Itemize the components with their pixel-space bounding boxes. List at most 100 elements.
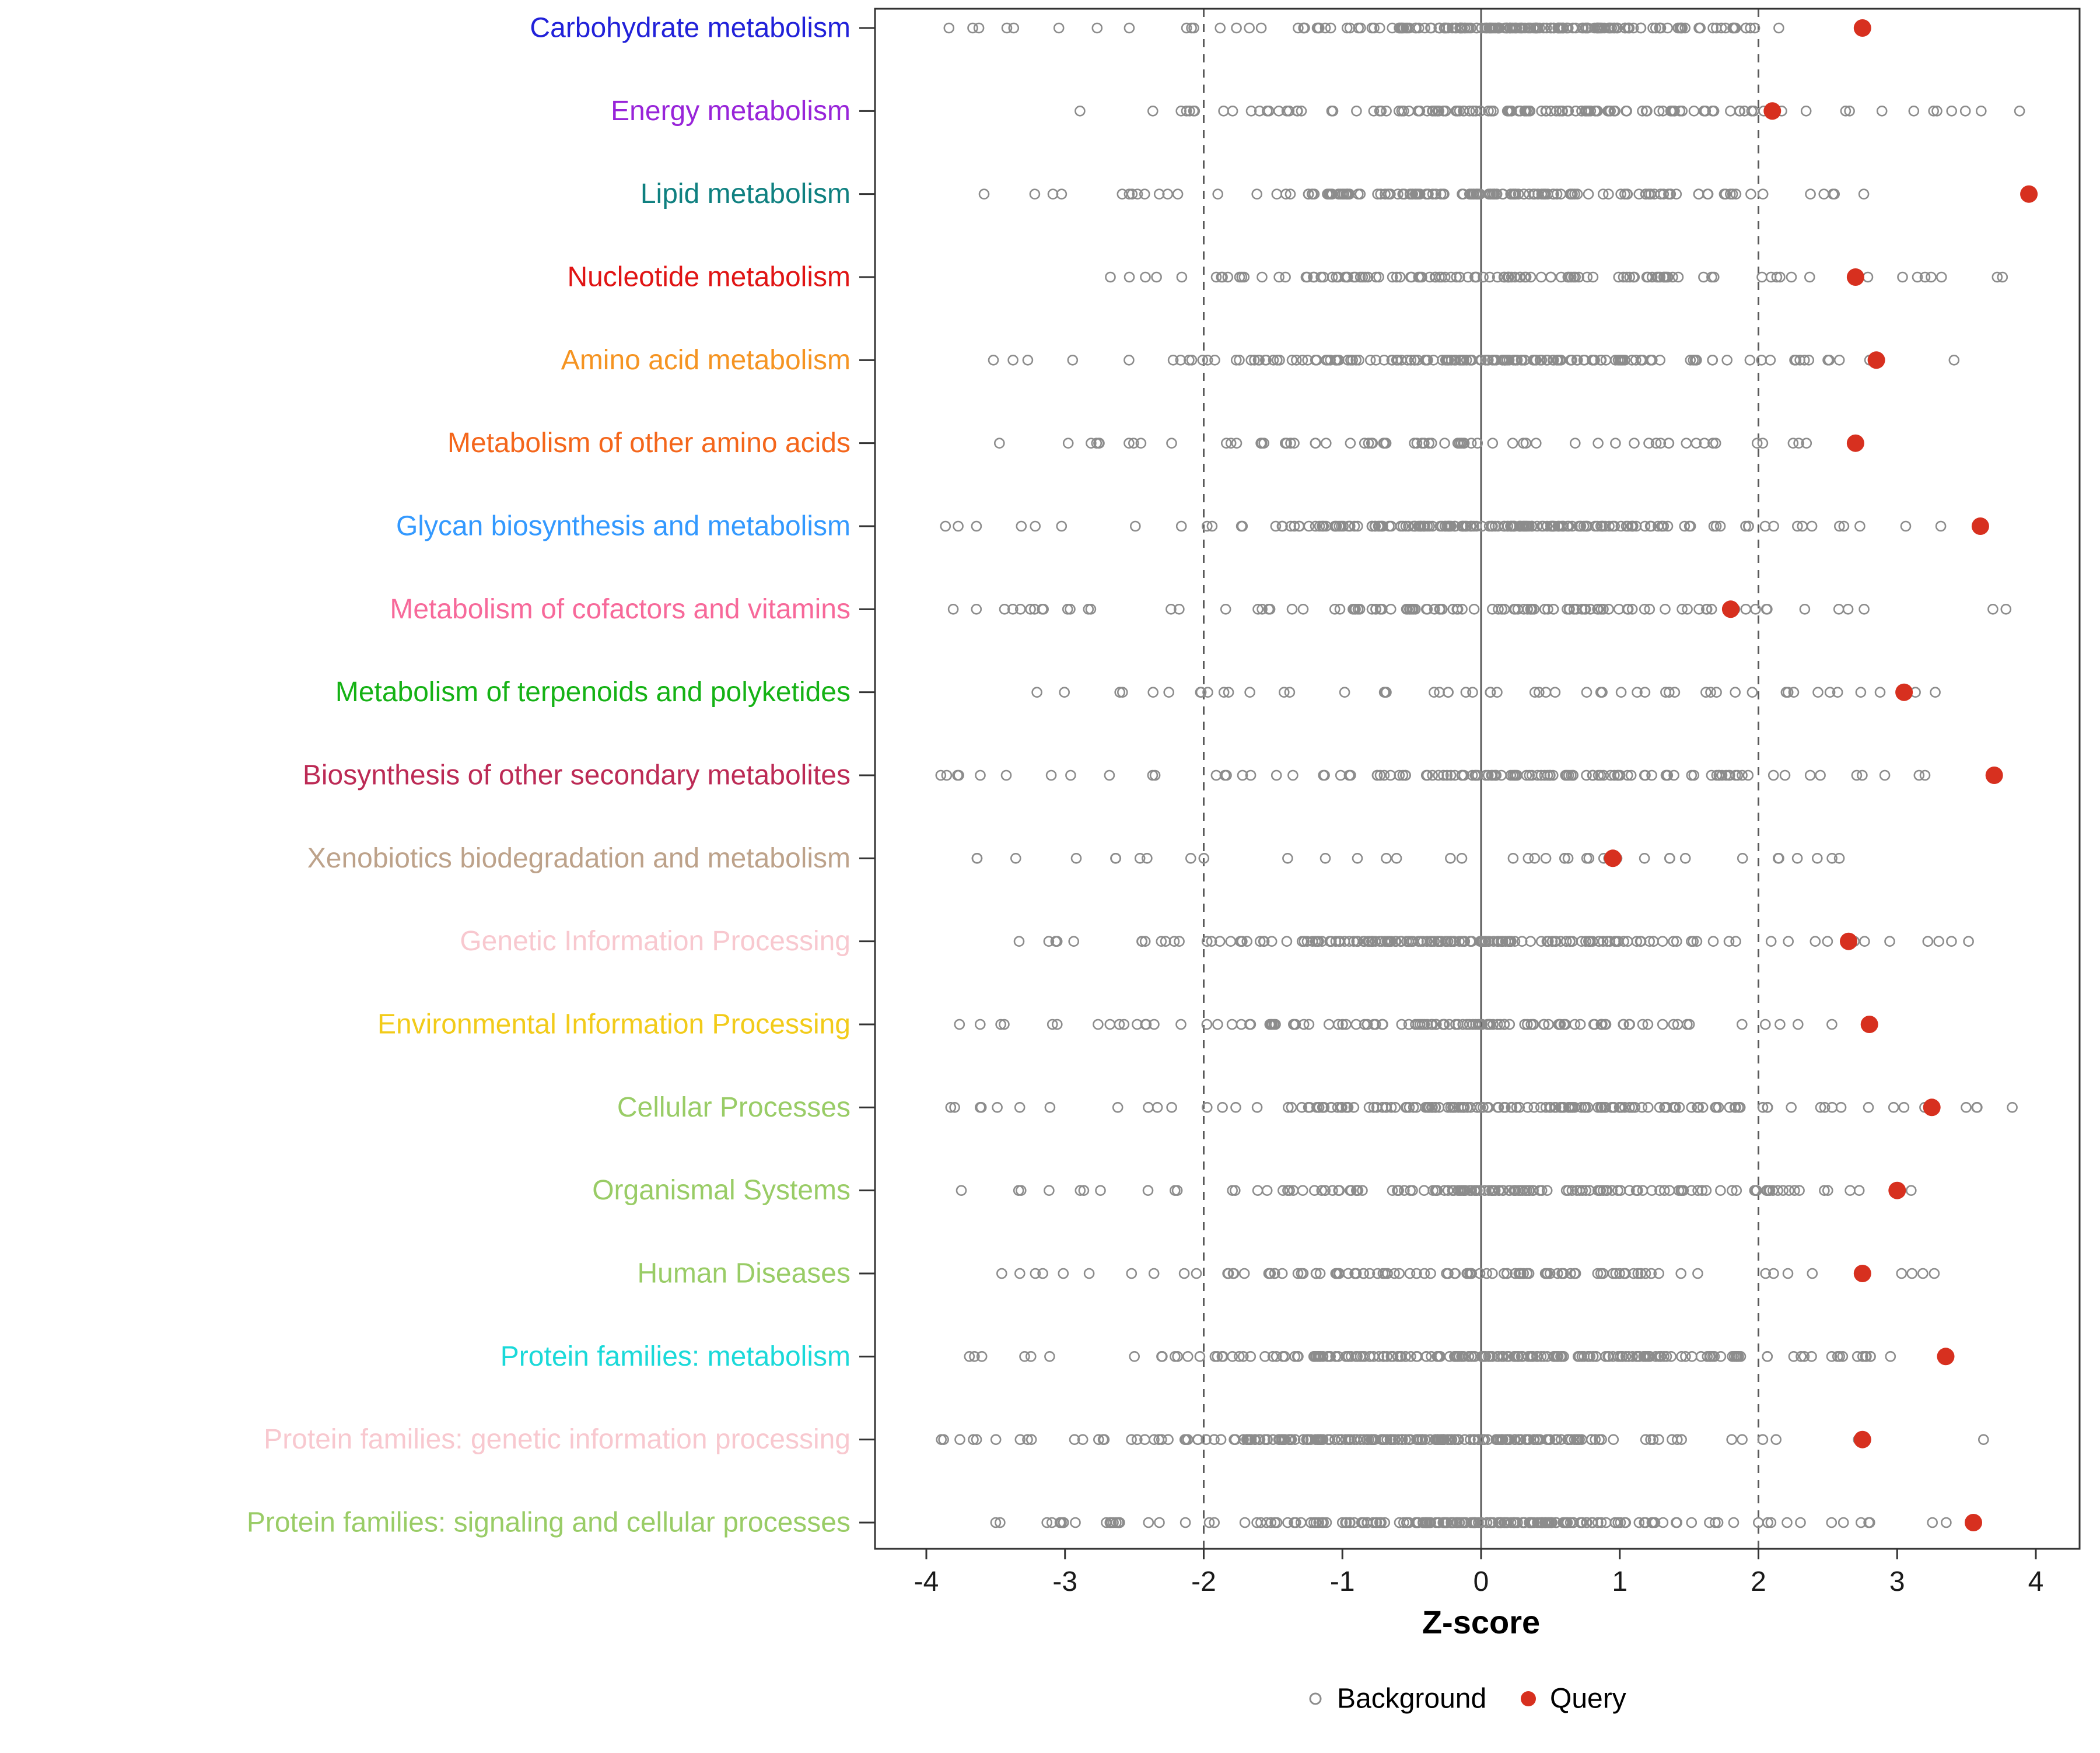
background-point <box>1026 1434 1037 1445</box>
background-point <box>1010 853 1021 864</box>
background-point <box>1709 1351 1720 1362</box>
background-point <box>1692 1268 1703 1279</box>
background-point <box>1672 271 1684 283</box>
background-point <box>1492 271 1503 283</box>
background-point <box>1499 1268 1510 1279</box>
background-point <box>1086 438 1097 449</box>
background-point <box>1270 520 1282 532</box>
background-point <box>1209 1434 1220 1445</box>
background-point <box>1174 604 1185 615</box>
background-point <box>1321 438 1332 449</box>
background-point <box>1333 1434 1345 1445</box>
background-point <box>1646 1268 1657 1279</box>
background-point <box>1068 936 1079 947</box>
background-point <box>1936 271 1947 283</box>
background-point <box>1443 1185 1454 1196</box>
background-point <box>1686 1102 1697 1113</box>
background-point <box>1513 188 1524 200</box>
background-point <box>1220 604 1231 615</box>
background-point <box>1451 271 1462 283</box>
background-point <box>1640 1517 1651 1528</box>
background-point <box>1874 687 1886 698</box>
background-point <box>1860 1351 1871 1362</box>
background-point <box>1639 604 1650 615</box>
background-point <box>1497 936 1508 947</box>
background-point <box>1510 604 1521 615</box>
background-point <box>1573 271 1584 283</box>
background-point <box>1465 1434 1476 1445</box>
background-point <box>1278 1185 1289 1196</box>
background-point <box>1787 438 1799 449</box>
background-point <box>1534 687 1545 698</box>
background-point <box>1664 853 1675 864</box>
background-point <box>1143 1102 1154 1113</box>
background-point <box>1059 687 1070 698</box>
background-point <box>1268 1434 1279 1445</box>
background-point <box>1594 936 1605 947</box>
background-point <box>1908 106 1920 117</box>
background-point <box>1706 769 1717 781</box>
background-point <box>1497 1185 1508 1196</box>
background-point <box>1568 604 1580 615</box>
x-axis-title: Z-score <box>1422 1604 1540 1640</box>
background-point <box>1978 1434 1989 1445</box>
background-point <box>1339 271 1351 283</box>
background-point <box>1070 853 1082 864</box>
background-point <box>1806 520 1818 532</box>
background-point <box>1476 354 1487 366</box>
background-point <box>1363 438 1374 449</box>
background-point <box>1555 1434 1567 1445</box>
legend-query-marker <box>1521 1691 1536 1706</box>
background-point <box>1555 271 1567 283</box>
background-point <box>1608 106 1620 117</box>
background-point <box>1168 936 1180 947</box>
background-point <box>1812 853 1823 864</box>
background-point <box>1997 271 2008 283</box>
axes-layer: Carbohydrate metabolism Energy metabolism… <box>247 13 2044 1598</box>
background-point <box>1322 188 1333 200</box>
background-point <box>1727 1351 1738 1362</box>
background-point <box>1596 1434 1607 1445</box>
background-point <box>1563 1102 1574 1113</box>
background-point <box>1301 1434 1312 1445</box>
category-label: Glycan biosynthesis and metabolism <box>396 511 850 542</box>
background-point <box>1946 936 1957 947</box>
background-point <box>1520 22 1531 34</box>
background-point <box>1660 769 1672 781</box>
background-point <box>1885 1351 1896 1362</box>
background-point <box>1022 354 1034 366</box>
background-point <box>1612 22 1623 34</box>
background-point <box>1430 1102 1441 1113</box>
background-point <box>1447 22 1458 34</box>
background-point <box>1745 22 1756 34</box>
background-point <box>1093 1434 1104 1445</box>
background-point <box>1675 1268 1686 1279</box>
background-point <box>1824 687 1836 698</box>
background-point <box>1834 520 1845 532</box>
background-point <box>1376 1434 1387 1445</box>
background-point <box>1449 520 1460 532</box>
background-point <box>1720 769 1732 781</box>
background-point <box>1045 769 1057 781</box>
background-point <box>1252 604 1264 615</box>
query-point <box>1860 1016 1878 1033</box>
background-point <box>1602 1351 1614 1362</box>
background-point <box>1801 438 1812 449</box>
background-point <box>1710 438 1721 449</box>
background-point <box>1423 1102 1434 1113</box>
background-point <box>1504 1185 1516 1196</box>
background-point <box>1595 1268 1606 1279</box>
background-point <box>1679 520 1690 532</box>
background-point <box>1457 604 1468 615</box>
background-point <box>1047 188 1059 200</box>
background-point <box>1653 106 1665 117</box>
background-point <box>1512 1517 1523 1528</box>
background-point <box>1314 1351 1325 1362</box>
background-point <box>1554 106 1565 117</box>
background-point <box>1541 1185 1553 1196</box>
background-point <box>1398 106 1409 117</box>
background-point <box>1671 1517 1682 1528</box>
query-point <box>1971 517 1989 535</box>
background-point <box>1271 188 1283 200</box>
background-point <box>1767 1185 1779 1196</box>
